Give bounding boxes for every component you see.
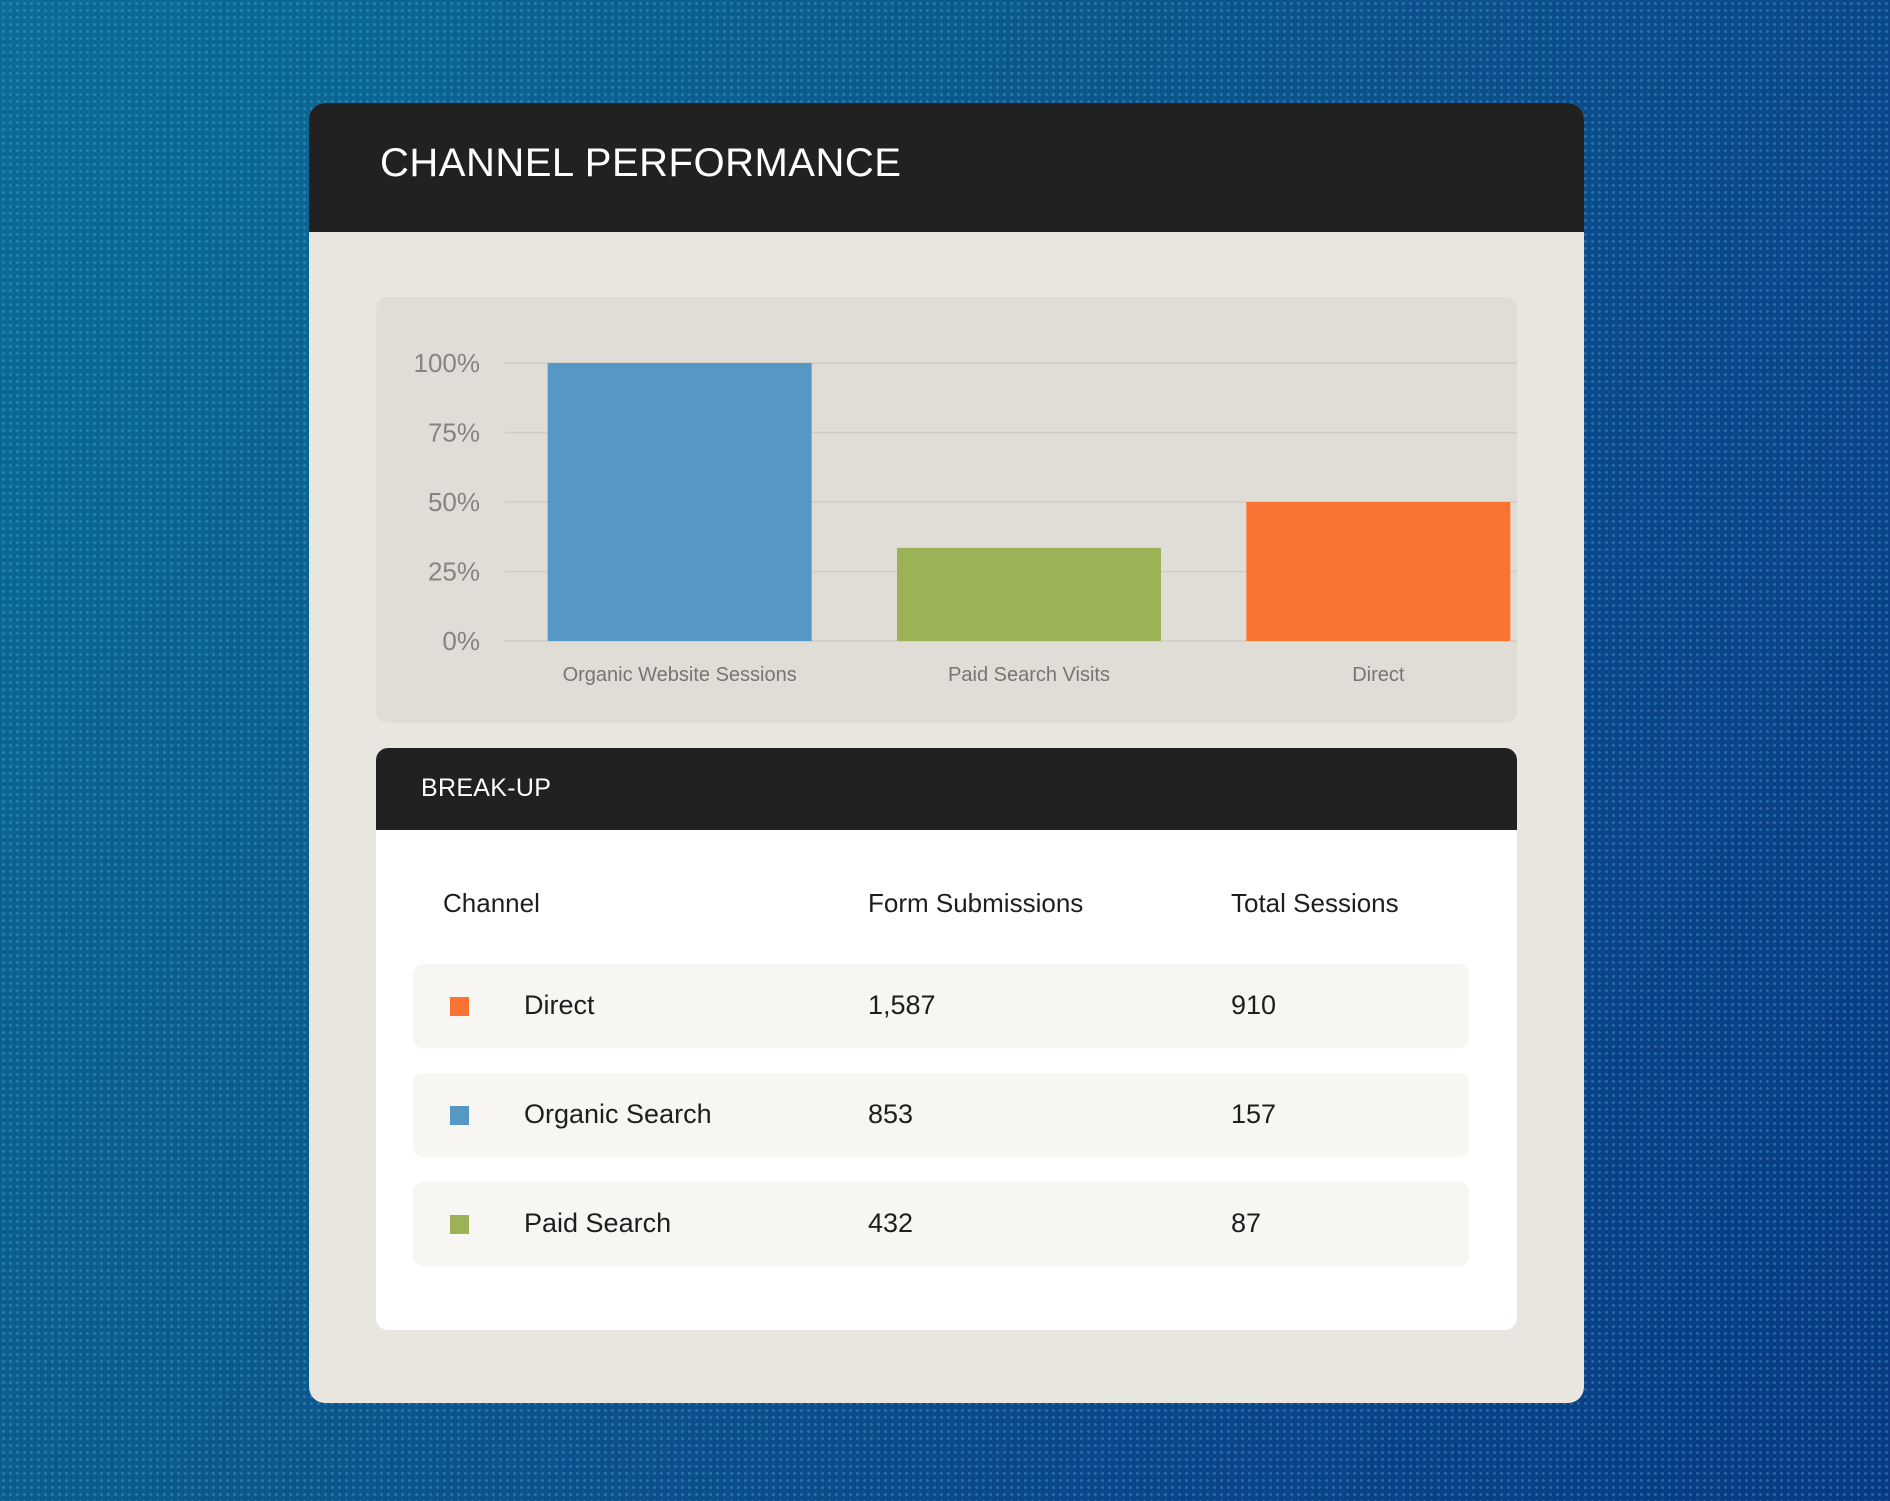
bar-paid-search-visits [897,547,1161,641]
column-header-channel: Channel [443,888,540,918]
bar-chart: 0% 25% 50% 75% 100% Organic Website Sessions P… [414,348,1517,686]
cell-form-submissions: 1,587 [868,990,936,1020]
y-tick-label: 100% [414,348,481,378]
channel-performance-card: CHANNEL PERFORMANCE 0% 25% 50% 75% 100% Organ… [309,103,1584,1403]
cell-channel: Paid Search [524,1208,672,1238]
cell-total-sessions: 157 [1231,1099,1277,1129]
y-tick-label: 75% [428,418,480,448]
cell-total-sessions: 910 [1231,990,1277,1020]
bar-chart-panel: 0% 25% 50% 75% 100% Organic Website Sessions P… [376,297,1517,723]
cell-total-sessions: 87 [1231,1208,1262,1238]
breakup-title: BREAK-UP [421,774,552,802]
column-header-total-sessions: Total Sessions [1231,888,1399,918]
table-row-direct: Direct 1,587 910 [413,964,1469,1048]
card-header: CHANNEL PERFORMANCE [309,103,1584,232]
color-swatch-direct [450,997,469,1016]
bar-organic-website-sessions [547,363,812,641]
table-row-organic-search: Organic Search 853 157 [413,1073,1469,1157]
x-tick-label: Direct [1352,664,1405,686]
color-swatch-paid-search [450,1215,469,1234]
cell-channel: Direct [524,990,595,1020]
cell-channel: Organic Search [524,1099,712,1129]
cell-form-submissions: 853 [868,1099,914,1129]
color-swatch-organic-search [450,1106,469,1125]
y-tick-label: 0% [442,626,480,656]
x-tick-label: Paid Search Visits [948,664,1110,686]
x-tick-label: Organic Website Sessions [563,664,797,686]
column-header-form-submissions: Form Submissions [868,888,1084,918]
table-row-paid-search: Paid Search 432 87 [413,1182,1469,1266]
breakup-header: BREAK-UP [376,748,1517,830]
card-title: CHANNEL PERFORMANCE [380,141,902,185]
bar-direct [1246,502,1511,641]
y-tick-label: 50% [428,487,480,517]
cell-form-submissions: 432 [868,1208,914,1238]
y-tick-label: 25% [428,557,480,587]
breakup-table-panel: BREAK-UP Channel Form Submissions Total … [376,748,1517,1330]
